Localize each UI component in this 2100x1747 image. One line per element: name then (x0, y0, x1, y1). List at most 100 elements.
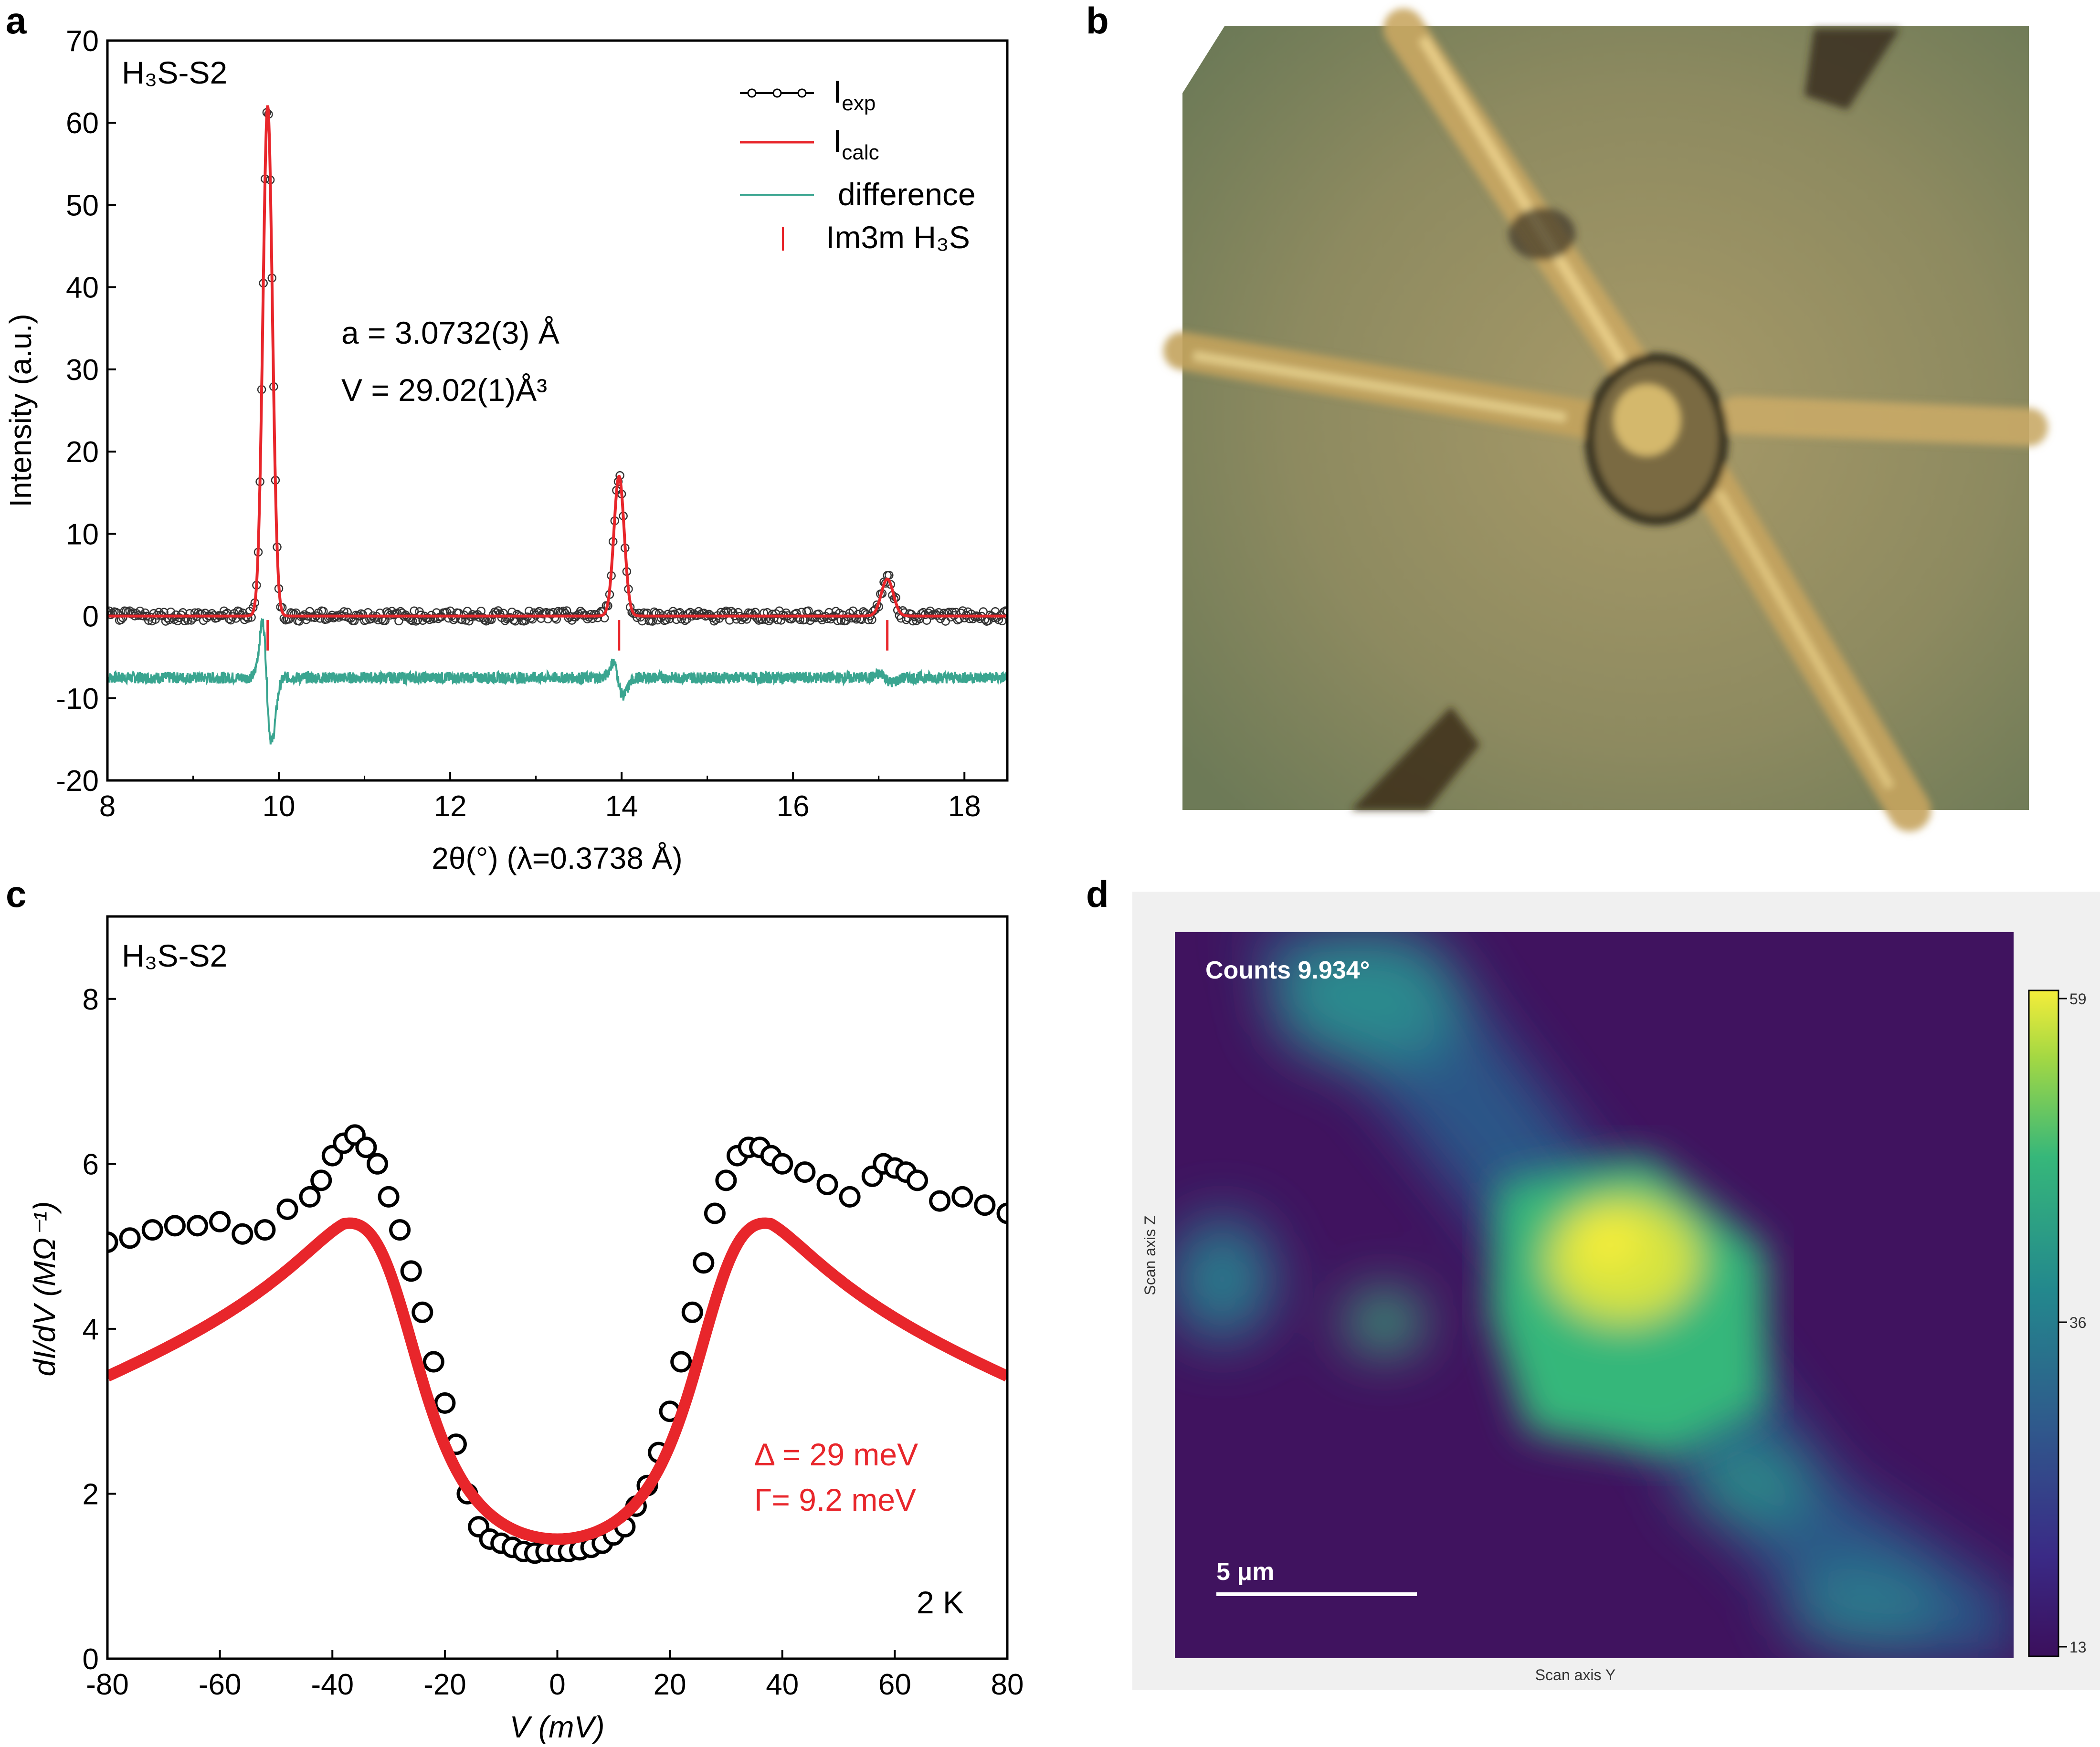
y-tick-label: 60 (66, 107, 99, 140)
didv-point (355, 1137, 377, 1158)
panel-label-d: d (1086, 873, 1109, 915)
y-tick-label: -20 (56, 765, 99, 798)
y-tick-label: 30 (66, 354, 99, 387)
exp-point (768, 610, 777, 619)
didv-point (141, 1219, 163, 1241)
heatmap-hotspot (1270, 932, 1461, 1064)
panel-a-xlabel: 2θ(°) (λ=0.3738 Å) (432, 841, 682, 875)
x-tick-label: -80 (86, 1668, 129, 1701)
y-tick-label: 8 (83, 983, 99, 1016)
y-tick-label: 0 (83, 600, 99, 633)
y-tick-label: -10 (56, 683, 99, 716)
y-tick-label: 50 (66, 189, 99, 222)
dark-feature (1805, 29, 1900, 110)
panel-d-heatmap: Counts 9.934° 5 μm Scan axis Y Scan axis… (1132, 892, 2100, 1690)
exp-point (670, 610, 679, 619)
didv-point (232, 1223, 253, 1245)
didv-point (400, 1260, 422, 1282)
panel-c-x-ticks: -80 -60 -40 -20 0 20 40 60 80 (86, 1650, 1024, 1701)
heatmap-hotspot (1785, 1566, 1938, 1652)
didv-point (929, 1190, 951, 1212)
x-tick-label: 80 (991, 1668, 1024, 1701)
didv-point (310, 1169, 332, 1191)
x-tick-label: -60 (199, 1668, 242, 1701)
y-tick-label: 20 (66, 436, 99, 469)
exp-point (663, 610, 673, 619)
panel-a-legend: Iexp Icalc difference Im3m H₃S (740, 74, 976, 255)
didv-point (670, 1351, 692, 1373)
legend-i-exp: Iexp (833, 74, 876, 115)
x-tick-label: 16 (777, 790, 810, 823)
panel-a-ylabel: Intensity (a.u.) (3, 314, 38, 507)
didv-point (974, 1194, 996, 1216)
heatmap-hotspot (1346, 1294, 1423, 1351)
didv-point (107, 1231, 118, 1253)
panel-c-didv-chart: -80 -60 -40 -20 0 20 40 60 80 0 2 4 6 8 H₃S-S2 Δ = 2… (27, 915, 1024, 1744)
panel-a-xrd-chart: 8 10 12 14 16 18 -20 -10 0 10 20 30 40 50 60 70 H₃S-S2… (3, 25, 1009, 875)
didv-point (907, 1169, 928, 1191)
didv-point (119, 1227, 141, 1249)
scale-bar-label: 5 μm (1216, 1558, 1274, 1586)
exp-point (586, 610, 595, 619)
x-tick-label: 10 (263, 790, 295, 823)
didv-point (681, 1301, 703, 1323)
heatmap-peak-max (1575, 1212, 1642, 1270)
didv-point (715, 1169, 737, 1191)
panel-a-x-ticks: 8 10 12 14 16 18 (99, 772, 981, 823)
y-tick-label: 6 (83, 1148, 99, 1181)
y-tick-label: 2 (83, 1478, 99, 1511)
legend-marker-exp (772, 88, 782, 98)
didv-point (704, 1202, 726, 1224)
x-tick-label: 14 (605, 790, 638, 823)
series-didv-exp (107, 1124, 1007, 1564)
lead-highlight (1418, 35, 1628, 366)
sample-grain-center (1614, 384, 1680, 456)
colorbar (2028, 989, 2059, 1657)
didv-point (299, 1186, 321, 1208)
exp-point (1003, 607, 1007, 616)
heatmap-title: Counts 9.934° (1205, 957, 1370, 984)
exp-point (107, 608, 112, 617)
heatmap-hotspot (1685, 1446, 1809, 1523)
y-tick-label: 4 (83, 1313, 99, 1346)
panel-c-xlabel: V (mV) (509, 1710, 604, 1744)
x-tick-label: 0 (549, 1668, 565, 1701)
broadening-gamma: Γ= 9.2 meV (754, 1482, 916, 1517)
legend-marker-exp (797, 88, 807, 98)
heatmap-hotspot (1175, 1217, 1275, 1341)
didv-point (996, 1202, 1007, 1224)
legend-marker-exp (747, 88, 757, 98)
exp-point (816, 613, 825, 622)
didv-point (164, 1215, 186, 1237)
didv-point (771, 1153, 793, 1175)
didv-point (254, 1219, 276, 1241)
cell-volume: V = 29.02(1)Å³ (341, 372, 547, 408)
x-tick-label: 20 (654, 1668, 686, 1701)
probe-lead (1719, 396, 2048, 446)
gap-delta: Δ = 29 meV (754, 1437, 918, 1472)
didv-point (412, 1301, 433, 1323)
x-tick-label: 12 (434, 790, 467, 823)
panel-a-sample-label: H₃S-S2 (122, 55, 227, 90)
panel-a-frame (106, 39, 1009, 782)
heatmap-y-axis-label: Scan axis Z (1141, 1215, 1159, 1295)
y-tick-label: 10 (66, 518, 99, 551)
panel-a-y-ticks: -20 -10 0 10 20 30 40 50 60 70 (56, 25, 116, 798)
heatmap-x-axis-label: Scan axis Y (1535, 1666, 1615, 1684)
x-tick-label: -40 (311, 1668, 354, 1701)
x-tick-label: 40 (766, 1668, 799, 1701)
didv-point (816, 1174, 838, 1195)
y-tick-label: 70 (66, 25, 99, 58)
didv-point (794, 1161, 816, 1183)
reflection-ticks (266, 620, 889, 651)
colorbar-label-mid: 36 (2069, 1314, 2087, 1331)
didv-point (209, 1210, 231, 1232)
legend-difference: difference (838, 177, 976, 212)
didv-point (951, 1186, 973, 1208)
x-tick-label: 18 (948, 790, 981, 823)
panel-c-y-ticks: 0 2 4 6 8 (83, 983, 116, 1676)
y-tick-label: 0 (83, 1643, 99, 1676)
series-difference (107, 618, 1007, 745)
panel-label-a: a (6, 0, 27, 42)
